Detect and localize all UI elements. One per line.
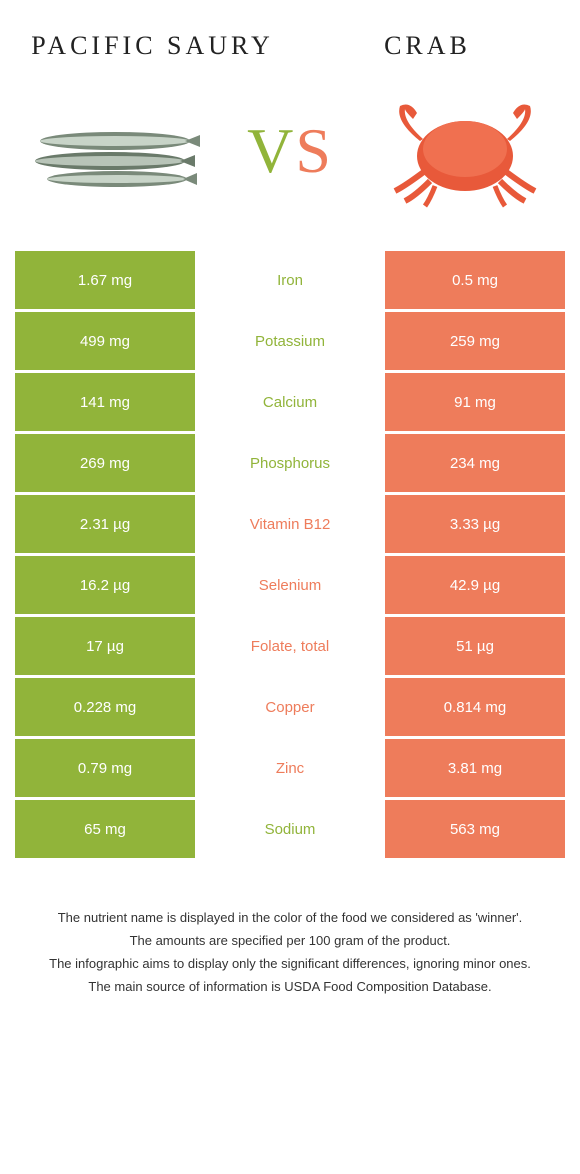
cell-right-value: 563 mg xyxy=(385,800,565,858)
table-row: 0.228 mgCopper0.814 mg xyxy=(15,678,565,736)
image-row: VS xyxy=(15,91,565,211)
vs-label: VS xyxy=(247,114,333,188)
crab-image xyxy=(375,91,555,211)
crab-icon xyxy=(375,91,555,211)
table-row: 2.31 µgVitamin B123.33 µg xyxy=(15,495,565,553)
cell-right-value: 234 mg xyxy=(385,434,565,492)
cell-nutrient-label: Zinc xyxy=(195,739,385,797)
header-left-label: PACIFIC SAURY xyxy=(15,30,290,61)
vs-v-letter: V xyxy=(247,115,295,186)
cell-left-value: 65 mg xyxy=(15,800,195,858)
header-row: PACIFIC SAURY CRAB xyxy=(15,30,565,61)
fish-icon xyxy=(25,91,205,211)
cell-right-value: 51 µg xyxy=(385,617,565,675)
table-row: 1.67 mgIron0.5 mg xyxy=(15,251,565,309)
footnote-line: The main source of information is USDA F… xyxy=(35,977,545,998)
cell-right-value: 0.814 mg xyxy=(385,678,565,736)
cell-left-value: 16.2 µg xyxy=(15,556,195,614)
cell-left-value: 141 mg xyxy=(15,373,195,431)
cell-left-value: 499 mg xyxy=(15,312,195,370)
cell-right-value: 259 mg xyxy=(385,312,565,370)
pacific-saury-image xyxy=(25,91,205,211)
footnotes: The nutrient name is displayed in the co… xyxy=(15,908,565,997)
cell-nutrient-label: Phosphorus xyxy=(195,434,385,492)
cell-left-value: 1.67 mg xyxy=(15,251,195,309)
table-row: 17 µgFolate, total51 µg xyxy=(15,617,565,675)
table-row: 499 mgPotassium259 mg xyxy=(15,312,565,370)
table-row: 141 mgCalcium91 mg xyxy=(15,373,565,431)
cell-right-value: 3.81 mg xyxy=(385,739,565,797)
table-row: 0.79 mgZinc3.81 mg xyxy=(15,739,565,797)
cell-right-value: 0.5 mg xyxy=(385,251,565,309)
cell-nutrient-label: Potassium xyxy=(195,312,385,370)
table-row: 269 mgPhosphorus234 mg xyxy=(15,434,565,492)
cell-nutrient-label: Folate, total xyxy=(195,617,385,675)
cell-left-value: 0.228 mg xyxy=(15,678,195,736)
cell-right-value: 3.33 µg xyxy=(385,495,565,553)
cell-nutrient-label: Selenium xyxy=(195,556,385,614)
cell-left-value: 17 µg xyxy=(15,617,195,675)
footnote-line: The infographic aims to display only the… xyxy=(35,954,545,975)
table-row: 16.2 µgSelenium42.9 µg xyxy=(15,556,565,614)
cell-nutrient-label: Iron xyxy=(195,251,385,309)
cell-left-value: 0.79 mg xyxy=(15,739,195,797)
header-right-label: CRAB xyxy=(290,30,565,61)
cell-left-value: 269 mg xyxy=(15,434,195,492)
cell-nutrient-label: Sodium xyxy=(195,800,385,858)
cell-right-value: 42.9 µg xyxy=(385,556,565,614)
infographic-container: PACIFIC SAURY CRAB VS xyxy=(0,0,580,1019)
table-row: 65 mgSodium563 mg xyxy=(15,800,565,858)
footnote-line: The amounts are specified per 100 gram o… xyxy=(35,931,545,952)
vs-s-letter: S xyxy=(295,115,333,186)
cell-nutrient-label: Calcium xyxy=(195,373,385,431)
cell-nutrient-label: Copper xyxy=(195,678,385,736)
cell-left-value: 2.31 µg xyxy=(15,495,195,553)
footnote-line: The nutrient name is displayed in the co… xyxy=(35,908,545,929)
cell-nutrient-label: Vitamin B12 xyxy=(195,495,385,553)
nutrient-table: 1.67 mgIron0.5 mg499 mgPotassium259 mg14… xyxy=(15,251,565,858)
cell-right-value: 91 mg xyxy=(385,373,565,431)
